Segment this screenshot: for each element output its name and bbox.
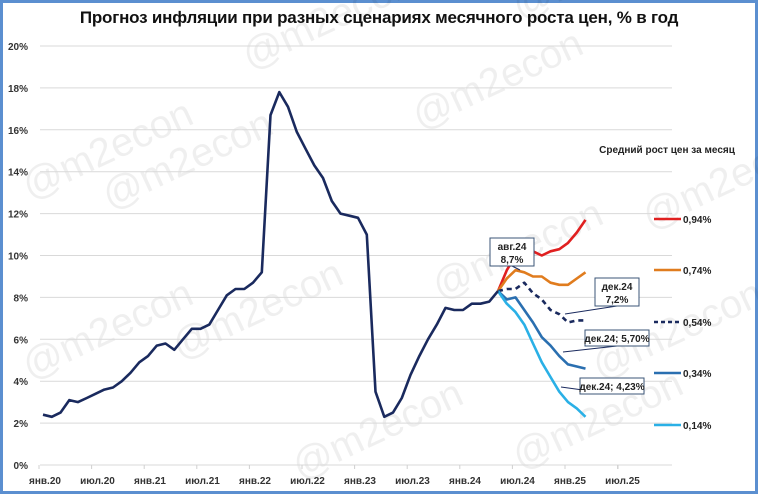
- watermark-text: @m2econ: [405, 21, 589, 138]
- watermark-text: @m2econ: [235, 0, 419, 78]
- x-tick-label: июл.22: [290, 476, 325, 487]
- svg-text:8,7%: 8,7%: [501, 255, 524, 266]
- y-tick-label: 0%: [14, 461, 29, 472]
- x-tick-label: янв.20: [29, 476, 61, 487]
- svg-text:7,2%: 7,2%: [606, 295, 629, 306]
- x-tick-label: июл.25: [605, 476, 640, 487]
- svg-text:0,74%: 0,74%: [683, 266, 711, 277]
- annotation-callout: дек.24; 5,70%: [562, 329, 650, 353]
- y-tick-label: 10%: [8, 252, 28, 263]
- y-tick-label: 20%: [8, 42, 28, 53]
- legend-item: 0,94%: [654, 215, 711, 226]
- y-tick-label: 2%: [14, 419, 29, 430]
- historical-inflation-line: [42, 90, 500, 419]
- legend-item: 0,54%: [654, 318, 711, 329]
- scenario-line: [496, 290, 587, 418]
- x-tick-label: янв.22: [239, 476, 271, 487]
- x-tick-label: янв.24: [449, 476, 481, 487]
- scenario-line: [496, 268, 587, 292]
- legend-item: 0,34%: [654, 369, 711, 380]
- y-tick-label: 8%: [14, 293, 29, 304]
- x-tick-label: июл.23: [395, 476, 430, 487]
- svg-text:авг.24: авг.24: [498, 242, 527, 253]
- x-tick-label: июл.21: [185, 476, 220, 487]
- legend-item: 0,14%: [654, 421, 711, 432]
- x-tick-label: июл.20: [80, 476, 115, 487]
- y-tick-label: 14%: [8, 168, 28, 179]
- x-tick-label: янв.21: [134, 476, 166, 487]
- legend-title: Средний рост цен за месяц: [599, 145, 736, 156]
- watermark-text: @m2econ: [505, 0, 689, 28]
- svg-text:0,94%: 0,94%: [683, 215, 711, 226]
- svg-text:дек.24: дек.24: [602, 282, 633, 293]
- y-tick-label: 16%: [8, 126, 28, 137]
- chart-title: Прогноз инфляции при разных сценариях ме…: [79, 8, 679, 27]
- y-tick-label: 6%: [14, 335, 29, 346]
- svg-text:0,34%: 0,34%: [683, 369, 711, 380]
- x-tick-label: янв.25: [554, 476, 586, 487]
- watermark-text: @m2econ: [285, 371, 469, 488]
- svg-text:дек.24; 5,70%: дек.24; 5,70%: [584, 334, 649, 345]
- svg-text:0,54%: 0,54%: [683, 318, 711, 329]
- y-tick-label: 18%: [8, 84, 28, 95]
- y-tick-label: 4%: [14, 377, 29, 388]
- x-tick-label: янв.23: [344, 476, 376, 487]
- svg-text:0,14%: 0,14%: [683, 421, 711, 432]
- scenario-line: [497, 281, 586, 324]
- svg-text:дек.24; 4,23%: дек.24; 4,23%: [579, 382, 644, 393]
- legend-item: 0,74%: [654, 266, 711, 277]
- annotation-callout: дек.24 7,2%: [564, 277, 640, 315]
- x-tick-label: июл.24: [500, 476, 535, 487]
- annotation-callout: авг.24 8,7%: [489, 237, 535, 271]
- scenario-line: [497, 290, 586, 370]
- y-tick-label: 12%: [8, 210, 28, 221]
- annotation-callout: дек.24; 4,23%: [560, 377, 645, 395]
